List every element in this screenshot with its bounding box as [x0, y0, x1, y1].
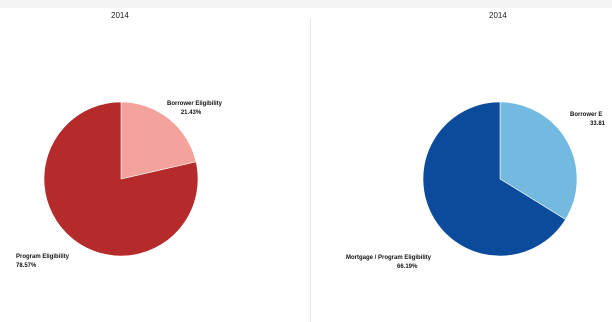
pie-chart-right: Borrower E 33.81 Mortgage / Program Eligib… [346, 101, 606, 270]
slice-value-label: 33.81 [590, 121, 606, 127]
header-band [0, 0, 612, 8]
pie-chart-panel-left: 2014 Borrower Eligibility 21.43% Program E… [16, 11, 223, 269]
pie-chart-left: Borrower Eligibility 21.43% Program Eligib… [16, 101, 223, 269]
slice-label: Borrower Eligibility [167, 101, 223, 107]
slice-label: Mortgage / Program Eligibility [346, 255, 432, 261]
slice-value-label: 66.19% [397, 264, 418, 270]
pie-slice-program [422, 101, 566, 257]
chart-year-right: 2014 [489, 11, 507, 20]
pie-slice-borrower [120, 101, 197, 180]
slice-label: Borrower E [570, 112, 602, 118]
slice-label: Program Eligibility [16, 254, 70, 260]
pie-slice-borrower [499, 101, 578, 220]
panel-divider [310, 18, 311, 322]
chart-year-left: 2014 [111, 11, 129, 20]
pie-slice-program [43, 101, 199, 257]
slice-value-label: 21.43% [181, 110, 202, 116]
pie-chart-panel-right: 2014 Borrower E 33.81 Mortgage / Program E… [311, 0, 612, 322]
slice-value-label: 78.57% [16, 263, 37, 269]
